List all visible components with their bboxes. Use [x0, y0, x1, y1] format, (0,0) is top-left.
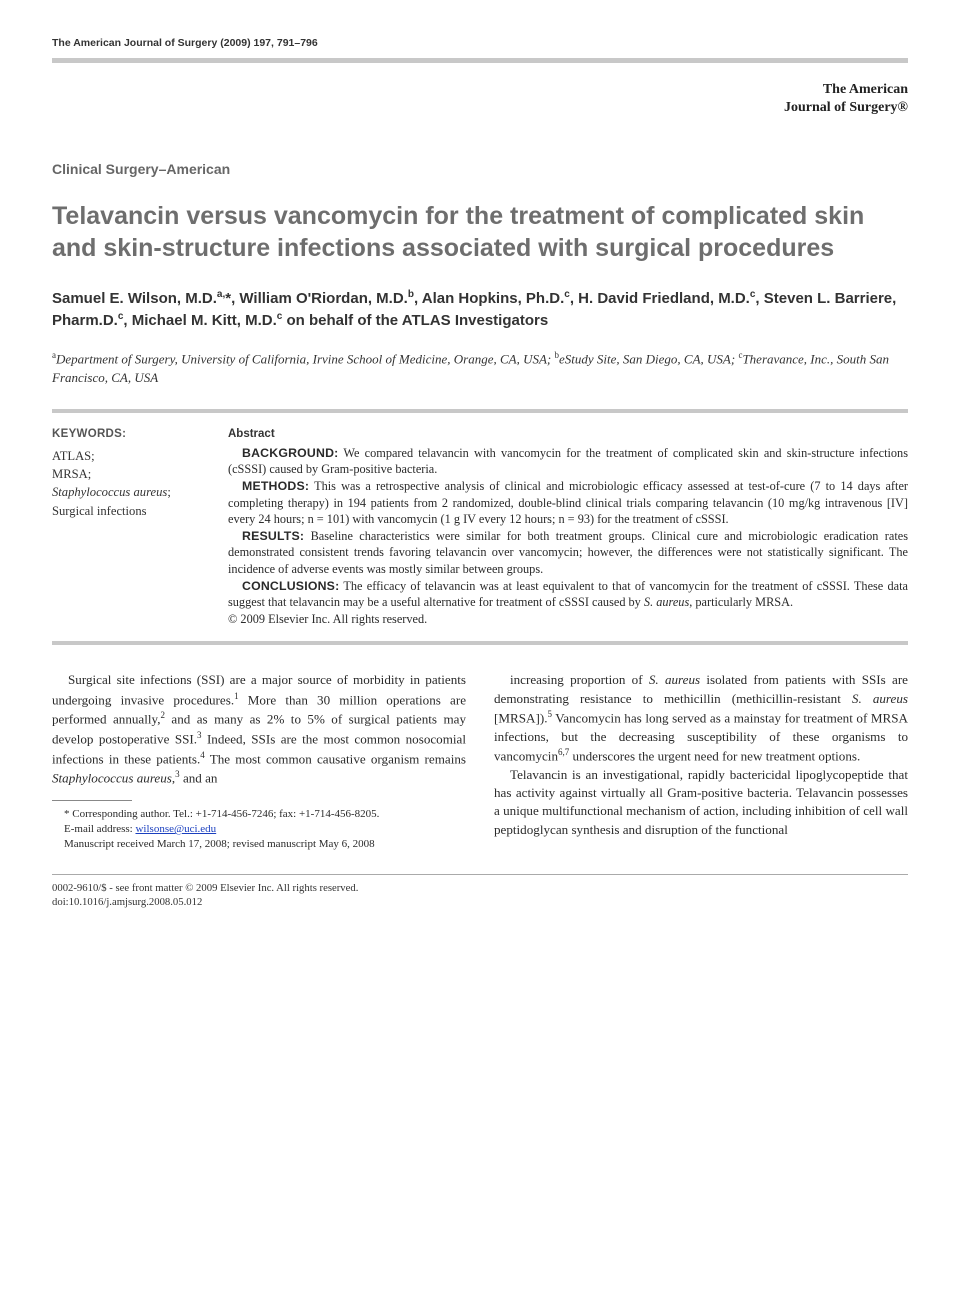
journal-citation: The American Journal of Surgery (2009) 1… [52, 36, 908, 50]
section-label: Clinical Surgery–American [52, 160, 908, 179]
brand-line-2: Journal of Surgery® [52, 99, 908, 117]
abstract-methods: METHODS: This was a retrospective analys… [228, 478, 908, 528]
body-col-right: increasing proportion of S. aureus isola… [494, 671, 908, 851]
journal-brand: The American Journal of Surgery® [52, 81, 908, 116]
manuscript-dates: Manuscript received March 17, 2008; revi… [52, 837, 466, 852]
brand-line-1: The American [52, 81, 908, 99]
body-col-left: Surgical site infections (SSI) are a maj… [52, 671, 466, 851]
abstract-background: BACKGROUND: We compared telavancin with … [228, 445, 908, 478]
abstract-heading: Abstract [228, 427, 908, 443]
abstract-results: RESULTS: Baseline characteristics were s… [228, 528, 908, 578]
top-rule [52, 58, 908, 63]
keywords-heading: KEYWORDS: [52, 427, 202, 443]
abstract-conclusions: CONCLUSIONS: The efficacy of telavancin … [228, 578, 908, 611]
keyword-item: ATLAS; [52, 447, 202, 465]
abstract-copyright: © 2009 Elsevier Inc. All rights reserved… [228, 611, 908, 628]
body-paragraph: increasing proportion of S. aureus isola… [494, 671, 908, 765]
body-columns: Surgical site infections (SSI) are a maj… [52, 671, 908, 851]
abstract-block: KEYWORDS: ATLAS; MRSA; Staphylococcus au… [52, 409, 908, 645]
author-list: Samuel E. Wilson, M.D.a,*, William O'Rio… [52, 288, 908, 332]
body-paragraph: Surgical site infections (SSI) are a maj… [52, 671, 466, 788]
keyword-item: MRSA; [52, 465, 202, 483]
article-title: Telavancin versus vancomycin for the tre… [52, 200, 908, 264]
corresponding-author: * Corresponding author. Tel.: +1-714-456… [52, 807, 466, 822]
doi-line: doi:10.1016/j.amjsurg.2008.05.012 [52, 895, 908, 910]
keyword-item: Staphylococcus aureus; [52, 483, 202, 501]
email-line: E-mail address: wilsonse@uci.edu [52, 822, 466, 837]
keyword-item: Surgical infections [52, 502, 202, 520]
body-paragraph: Telavancin is an investigational, rapidl… [494, 766, 908, 839]
affiliations: aDepartment of Surgery, University of Ca… [52, 349, 908, 387]
email-link[interactable]: wilsonse@uci.edu [135, 823, 216, 835]
keywords-list: ATLAS; MRSA; Staphylococcus aureus; Surg… [52, 447, 202, 520]
bottom-rule: 0002-9610/$ - see front matter © 2009 El… [52, 874, 908, 911]
footnotes: * Corresponding author. Tel.: +1-714-456… [52, 807, 466, 852]
front-matter-line: 0002-9610/$ - see front matter © 2009 El… [52, 881, 908, 896]
footnote-rule [52, 800, 132, 801]
abstract-column: Abstract BACKGROUND: We compared telavan… [228, 427, 908, 627]
keywords-column: KEYWORDS: ATLAS; MRSA; Staphylococcus au… [52, 427, 202, 627]
